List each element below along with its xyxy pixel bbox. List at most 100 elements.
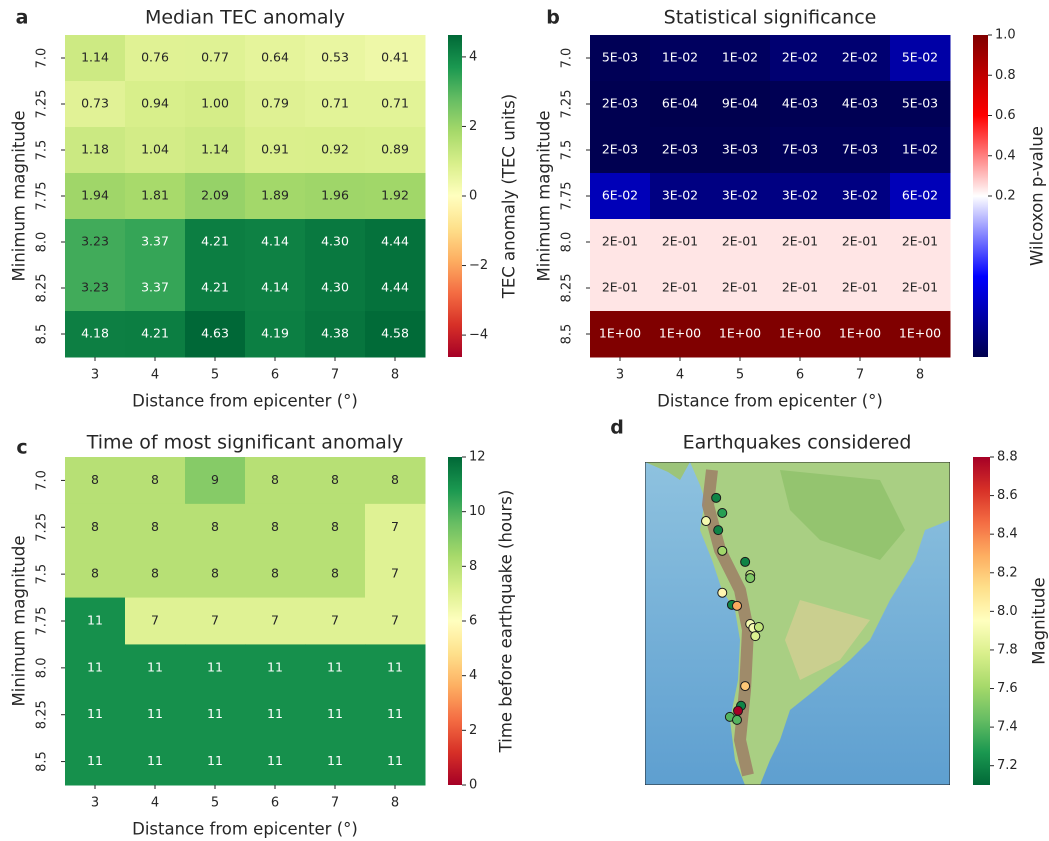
colorbar-tick-label: 8.4 bbox=[997, 527, 1018, 542]
cell-label: 1.04 bbox=[141, 142, 169, 157]
cell-label: 2E-01 bbox=[902, 280, 938, 295]
cell-label: 8 bbox=[211, 566, 219, 581]
earthquake-point bbox=[718, 508, 727, 517]
y-tick-label: 7.25 bbox=[35, 90, 50, 119]
cell-label: 8 bbox=[211, 519, 219, 534]
cell-label: 4.14 bbox=[261, 234, 289, 249]
earthquake-point bbox=[718, 546, 727, 555]
cell-label: 2E-01 bbox=[842, 234, 878, 249]
cell-label: 4.21 bbox=[201, 280, 229, 295]
cell-label: 0.92 bbox=[321, 142, 349, 157]
cell-label: 4.18 bbox=[81, 326, 109, 341]
cell-label: 11 bbox=[87, 613, 103, 628]
x-axis-label: Distance from epicenter (°) bbox=[132, 392, 358, 411]
y-axis-label: Minimum magnitude bbox=[535, 111, 554, 282]
cell-label: 11 bbox=[327, 659, 343, 674]
colorbar-tick-label: 7.4 bbox=[997, 720, 1018, 735]
cell-label: 4.30 bbox=[321, 234, 349, 249]
y-tick-label: 8.5 bbox=[35, 751, 50, 772]
panel-title: Median TEC anomaly bbox=[145, 7, 345, 29]
colorbar-tick-label: 4 bbox=[469, 668, 477, 683]
colorbar-tick-label: 0.8 bbox=[995, 68, 1016, 83]
cell-label: 8 bbox=[91, 472, 99, 487]
cell-label: 1E+00 bbox=[719, 326, 761, 341]
cell-label: 6E-02 bbox=[602, 188, 638, 203]
cell-label: 4.21 bbox=[201, 234, 229, 249]
cell-label: 7 bbox=[211, 613, 219, 628]
cell-label: 2E-01 bbox=[662, 234, 698, 249]
cell-label: 8 bbox=[271, 472, 279, 487]
colorbar-tick-label: 6 bbox=[469, 614, 477, 629]
y-tick-label: 7.75 bbox=[560, 182, 575, 211]
cell-label: 0.79 bbox=[261, 96, 289, 111]
x-tick-label: 5 bbox=[736, 368, 744, 383]
cell-label: 5E-03 bbox=[602, 50, 638, 65]
cell-label: 9 bbox=[211, 472, 219, 487]
y-tick-label: 8.0 bbox=[35, 658, 50, 679]
cell-label: 11 bbox=[147, 659, 163, 674]
x-tick-label: 4 bbox=[676, 368, 684, 383]
panel-title: Time of most significant anomaly bbox=[86, 432, 404, 454]
cell-label: 8 bbox=[331, 519, 339, 534]
cell-label: 1E-02 bbox=[722, 50, 758, 65]
cell-label: 2E-03 bbox=[662, 142, 698, 157]
cell-label: 7 bbox=[331, 613, 339, 628]
y-tick-label: 7.75 bbox=[35, 607, 50, 636]
cell-label: 2.09 bbox=[201, 188, 229, 203]
cell-label: 8 bbox=[331, 566, 339, 581]
cell-label: 2E-01 bbox=[722, 234, 758, 249]
cell-label: 8 bbox=[271, 566, 279, 581]
colorbar-tick-label: 8.6 bbox=[997, 488, 1018, 503]
colorbar-tick-label: 0 bbox=[469, 189, 477, 204]
cell-label: 2E-01 bbox=[782, 234, 818, 249]
cell-label: 2E-01 bbox=[602, 234, 638, 249]
y-tick-label: 7.0 bbox=[35, 48, 50, 69]
cell-label: 1.94 bbox=[81, 188, 109, 203]
cell-label: 5E-02 bbox=[902, 50, 938, 65]
panel-title: Statistical significance bbox=[664, 7, 877, 29]
cell-label: 1.81 bbox=[141, 188, 169, 203]
cell-label: 1E+00 bbox=[599, 326, 641, 341]
cell-label: 0.94 bbox=[141, 96, 169, 111]
earthquake-point bbox=[746, 574, 755, 583]
cell-label: 0.77 bbox=[201, 50, 229, 65]
colorbar-tick-label: 8.8 bbox=[997, 450, 1018, 465]
y-tick-label: 7.5 bbox=[35, 564, 50, 585]
y-tick-label: 8.0 bbox=[560, 232, 575, 253]
cell-label: 8 bbox=[391, 472, 399, 487]
y-tick-label: 7.0 bbox=[35, 470, 50, 491]
x-tick-label: 8 bbox=[916, 368, 924, 383]
cell-label: 3E-02 bbox=[842, 188, 878, 203]
cell-label: 2E-03 bbox=[602, 142, 638, 157]
cell-label: 11 bbox=[267, 753, 283, 768]
cell-label: 3E-03 bbox=[722, 142, 758, 157]
cell-label: 0.89 bbox=[381, 142, 409, 157]
cell-label: 2E-01 bbox=[902, 234, 938, 249]
colorbar-tick-label: 0 bbox=[469, 778, 477, 793]
y-tick-label: 8.5 bbox=[35, 324, 50, 345]
earthquake-point bbox=[714, 526, 723, 535]
cell-label: 3.37 bbox=[141, 234, 169, 249]
y-axis-label: Minimum magnitude bbox=[10, 111, 29, 282]
cell-label: 11 bbox=[267, 706, 283, 721]
cell-label: 8 bbox=[91, 519, 99, 534]
cell-label: 11 bbox=[147, 753, 163, 768]
x-tick-label: 3 bbox=[91, 796, 99, 811]
panel-title: Earthquakes considered bbox=[683, 432, 912, 454]
cell-label: 0.91 bbox=[261, 142, 289, 157]
x-tick-label: 4 bbox=[151, 796, 159, 811]
colorbar-tick-label: 7.6 bbox=[997, 681, 1018, 696]
cell-label: 3.23 bbox=[81, 280, 109, 295]
cell-label: 1E+00 bbox=[779, 326, 821, 341]
cell-label: 3.37 bbox=[141, 280, 169, 295]
colorbar-tick-label: 4 bbox=[469, 49, 477, 64]
cell-label: 4.44 bbox=[381, 234, 409, 249]
x-tick-label: 5 bbox=[211, 796, 219, 811]
cell-label: 7E-03 bbox=[782, 142, 818, 157]
cell-label: 0.73 bbox=[81, 96, 109, 111]
colorbar-tick-label: −2 bbox=[469, 258, 488, 273]
cell-label: 8 bbox=[331, 472, 339, 487]
x-tick-label: 5 bbox=[211, 368, 219, 383]
cell-label: 0.76 bbox=[141, 50, 169, 65]
colorbar-tick-label: 1.0 bbox=[995, 28, 1016, 43]
